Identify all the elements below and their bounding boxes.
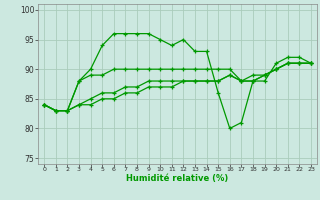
X-axis label: Humidité relative (%): Humidité relative (%) — [126, 174, 229, 183]
